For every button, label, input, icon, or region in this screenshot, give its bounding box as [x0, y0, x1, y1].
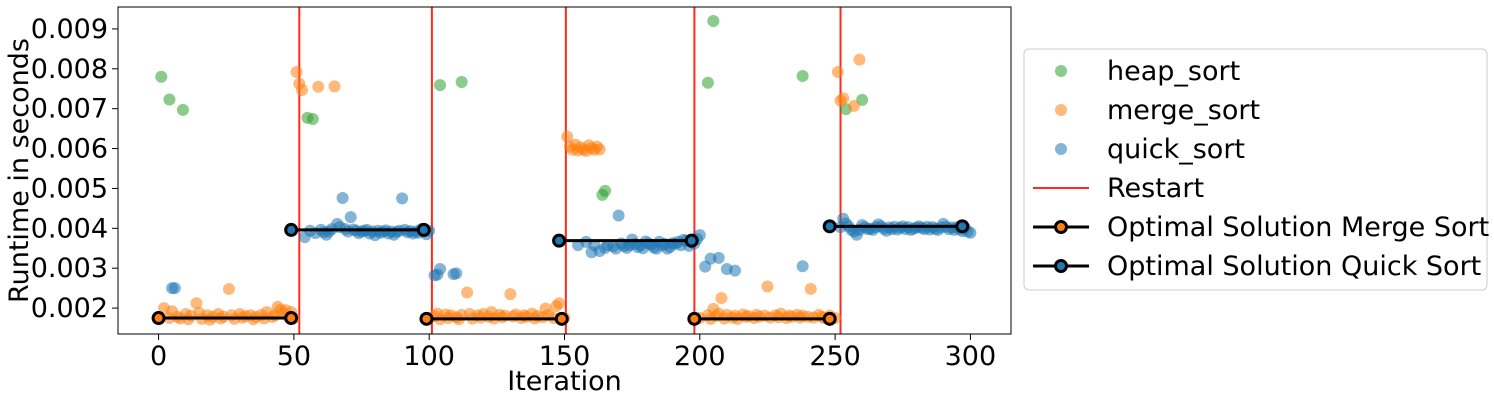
- y-tick-label: 0.003: [31, 253, 108, 284]
- legend-label: merge_sort: [1107, 95, 1260, 126]
- legend-box: [1023, 48, 1488, 291]
- legend-marker: [1054, 220, 1068, 234]
- data-point: [599, 184, 612, 197]
- data-point: [296, 83, 309, 96]
- legend-marker: [1055, 65, 1067, 77]
- optimal-marker: [151, 311, 166, 326]
- optimal-marker: [416, 222, 431, 237]
- legend-marker: [1055, 104, 1067, 116]
- restart-lines: [298, 7, 842, 334]
- data-point: [728, 264, 741, 277]
- data-point: [761, 280, 774, 293]
- data-point: [434, 262, 447, 275]
- y-tick-label: 0.006: [31, 134, 108, 165]
- x-tick-label: 200: [674, 341, 726, 372]
- optimal-marker: [684, 233, 699, 248]
- y-tick-label: 0.007: [31, 94, 108, 125]
- data-point: [712, 251, 725, 264]
- plot-area-frame: [117, 6, 1012, 335]
- data-point: [455, 75, 468, 88]
- data-point: [434, 79, 447, 92]
- optimal-marker: [687, 311, 702, 326]
- data-point: [306, 113, 319, 126]
- x-tick-label: 300: [945, 341, 997, 372]
- optimal-marker: [552, 233, 567, 248]
- legend-item: Optimal Solution Merge Sort: [1033, 212, 1489, 243]
- series-merge-sort: [152, 53, 866, 326]
- legend-marker: [1054, 259, 1068, 273]
- data-point: [344, 211, 357, 224]
- x-axis-ticks: 0 50 100 150 200 250 300: [150, 334, 996, 372]
- data-point: [312, 80, 325, 93]
- data-point: [853, 53, 866, 66]
- data-point: [837, 92, 850, 105]
- optimal-solution-lines: [151, 219, 970, 326]
- optimal-marker: [822, 219, 837, 234]
- optimal-marker: [955, 219, 970, 234]
- data-point: [190, 297, 203, 310]
- x-tick-label: 150: [539, 341, 591, 372]
- legend-item: Optimal Solution Quick Sort: [1033, 251, 1481, 282]
- x-tick-label: 250: [809, 341, 861, 372]
- legend-label: Optimal Solution Merge Sort: [1107, 212, 1489, 243]
- optimal-marker: [822, 311, 837, 326]
- data-point: [504, 288, 517, 301]
- legend-label: quick_sort: [1107, 134, 1245, 165]
- data-point: [848, 99, 861, 112]
- legend: heap_sort merge_sort quick_sort Restart Opti…: [1023, 48, 1489, 291]
- y-tick-label: 0.005: [31, 173, 108, 204]
- optimal-marker: [419, 311, 434, 326]
- legend-item: Restart: [1033, 173, 1204, 204]
- legend-item: heap_sort: [1055, 56, 1240, 87]
- optimal-marker: [284, 311, 299, 326]
- x-axis-title: Iteration: [507, 366, 622, 397]
- data-point: [593, 143, 606, 156]
- series-heap-sort: [155, 14, 869, 201]
- optimal-marker: [284, 222, 299, 237]
- optimal-quick-sort: [284, 219, 970, 248]
- data-point: [176, 103, 189, 116]
- data-point: [804, 282, 817, 295]
- legend-item: quick_sort: [1055, 134, 1245, 165]
- data-point: [396, 192, 409, 205]
- data-point: [461, 286, 474, 299]
- series-quick-sort: [166, 192, 977, 295]
- data-point: [168, 282, 181, 295]
- data-point: [715, 292, 728, 305]
- legend-marker: [1055, 143, 1067, 155]
- legend-item: merge_sort: [1055, 95, 1260, 126]
- y-axis-ticks: 0.002 0.003 0.004 0.005 0.006 0.007 0.008 0.009: [31, 14, 118, 324]
- data-point: [450, 267, 463, 280]
- x-tick-label: 100: [403, 341, 455, 372]
- data-point: [707, 14, 720, 27]
- data-point: [796, 260, 809, 273]
- data-point: [163, 93, 176, 106]
- data-point: [561, 130, 574, 143]
- y-tick-label: 0.008: [31, 54, 108, 85]
- x-tick-label: 0: [150, 341, 167, 372]
- legend-label: Restart: [1107, 173, 1204, 204]
- y-tick-label: 0.004: [31, 213, 108, 244]
- y-tick-label: 0.009: [31, 14, 108, 45]
- x-tick-label: 50: [277, 341, 311, 372]
- data-point: [328, 80, 341, 93]
- data-point: [831, 66, 844, 79]
- data-point: [290, 66, 303, 79]
- data-point: [612, 209, 625, 222]
- optimal-merge-sort: [151, 311, 837, 326]
- y-axis-title: Runtime in seconds: [4, 38, 35, 303]
- data-point: [222, 282, 235, 295]
- data-point: [155, 70, 168, 83]
- optimal-marker: [554, 311, 569, 326]
- series-points: [152, 14, 977, 326]
- data-point: [553, 297, 566, 310]
- y-tick-label: 0.002: [31, 293, 108, 324]
- data-point: [796, 69, 809, 82]
- legend-label: heap_sort: [1107, 56, 1240, 87]
- data-point: [701, 76, 714, 89]
- legend-label: Optimal Solution Quick Sort: [1107, 251, 1481, 282]
- data-point: [336, 192, 349, 205]
